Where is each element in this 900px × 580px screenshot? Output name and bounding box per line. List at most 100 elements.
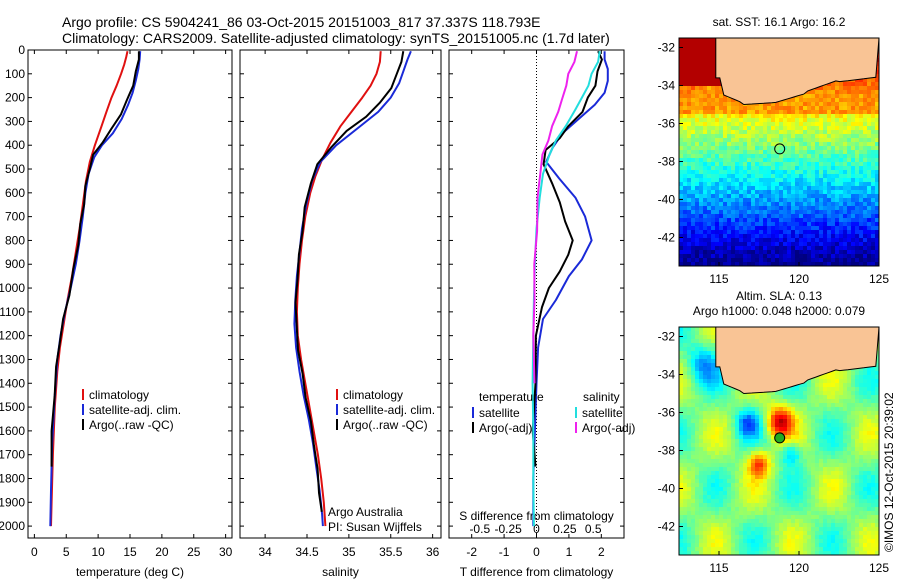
sla-map-cell <box>763 547 768 552</box>
sst-map-cell <box>799 98 804 103</box>
sla-map-cell <box>723 515 728 520</box>
legend-salinity-title: salinity <box>583 390 620 404</box>
sst-map-cell <box>711 170 716 175</box>
sst-map-cell <box>839 250 844 255</box>
sst-map-cell <box>771 242 776 247</box>
sst-map-cell <box>807 146 812 151</box>
sla-map-cell <box>755 535 760 540</box>
sst-map-cell <box>843 258 848 263</box>
sst-map-cell <box>683 226 688 231</box>
sst-map-cell <box>703 222 708 227</box>
sst-map-cell <box>851 246 856 251</box>
sla-map-cell <box>807 479 812 484</box>
sst-map-cell <box>843 134 848 139</box>
sla-map-cell <box>683 475 688 480</box>
sla-map-cell <box>707 459 712 464</box>
sst-map-cell <box>703 234 708 239</box>
sla-map-cell <box>747 395 752 400</box>
sst-map-cell <box>827 90 832 95</box>
sst-map-cell <box>687 218 692 223</box>
sla-map-cell <box>767 487 772 492</box>
sst-map-cell <box>763 182 768 187</box>
sst-map-cell <box>803 202 808 207</box>
sst-map-cell <box>747 262 752 266</box>
sla-map-cell <box>719 411 724 416</box>
sla-map-cell <box>731 507 736 512</box>
sla-map-cell <box>707 503 712 508</box>
sst-map-cell <box>855 118 860 123</box>
sst-map-cell <box>699 246 704 251</box>
sst-map-cell <box>803 250 808 255</box>
sst-map-cell <box>699 98 704 103</box>
sst-map-cell <box>835 94 840 99</box>
sla-map-cell <box>699 543 704 548</box>
sst-map-cell <box>843 110 848 115</box>
sst-map-cell <box>687 94 692 99</box>
sla-map-cell <box>691 423 696 428</box>
sla-map-cell <box>715 499 720 504</box>
sla-map-cell <box>755 455 760 460</box>
sla-map-cell <box>747 439 752 444</box>
sla-map-cell <box>807 459 812 464</box>
sla-map-cell <box>791 443 796 448</box>
sst-map-cell <box>847 190 852 195</box>
depth-tick-label: 1500 <box>0 400 25 414</box>
sla-map-cell <box>679 335 684 340</box>
sst-map-cell <box>875 102 879 107</box>
sst-map-cell <box>807 178 812 183</box>
sst-map-cell <box>731 238 736 243</box>
sst-map-cell <box>803 158 808 163</box>
sst-map-cell <box>847 86 852 91</box>
sst-map-cell <box>691 78 696 83</box>
sla-map-cell <box>803 491 808 496</box>
s-diff-label: S difference from climatology <box>459 509 614 523</box>
sla-map-cell <box>759 455 764 460</box>
sla-map-cell <box>783 539 788 544</box>
sst-map-cell <box>763 234 768 239</box>
sst-map-cell <box>783 142 788 147</box>
sla-map-cell <box>775 527 780 532</box>
sst-map-cell <box>691 114 696 119</box>
sst-map-cell <box>747 118 752 123</box>
sla-map-cell <box>679 399 684 404</box>
sst-map-cell <box>863 162 868 167</box>
sst-map-cell <box>751 226 756 231</box>
temperature-xtick-label: 20 <box>155 545 169 559</box>
sst-map-cell <box>851 162 856 167</box>
sla-map-cell <box>727 487 732 492</box>
sla-map-cell <box>703 399 708 404</box>
sst-map-cell <box>695 58 700 63</box>
sla-map-cell <box>695 431 700 436</box>
depth-tick-label: 1900 <box>0 495 25 509</box>
sla-map-cell <box>687 527 692 532</box>
sla-map-cell <box>727 535 732 540</box>
sla-map-cell <box>739 547 744 552</box>
sst-map-cell <box>759 222 764 227</box>
sst-map-cell <box>867 262 872 266</box>
sst-map-cell <box>763 134 768 139</box>
sla-map-cell <box>803 507 808 512</box>
sst-map-cell <box>723 250 728 255</box>
sla-map-cell <box>767 475 772 480</box>
sst-map-cell <box>703 130 708 135</box>
sla-map-cell <box>791 483 796 488</box>
sla-map-cell <box>727 387 732 392</box>
sst-map-cell <box>847 198 852 203</box>
differences-series-line <box>531 50 603 467</box>
sla-map-cell <box>771 403 776 408</box>
sla-map-cell <box>751 435 756 440</box>
sst-map-cell <box>767 258 772 263</box>
sla-map-cell <box>711 511 716 516</box>
sst-map-cell <box>775 174 780 179</box>
sst-map-cell <box>795 170 800 175</box>
sla-map-cell <box>687 487 692 492</box>
sst-map-cell <box>731 230 736 235</box>
sst-map-cell <box>731 150 736 155</box>
sla-map-cell <box>795 543 800 548</box>
sst-map-cell <box>791 234 796 239</box>
sst-map-cell <box>735 158 740 163</box>
sst-map-cell <box>823 94 828 99</box>
sst-map-cell <box>855 214 860 219</box>
sst-map-cell <box>827 250 832 255</box>
sla-map-cell <box>679 343 684 348</box>
